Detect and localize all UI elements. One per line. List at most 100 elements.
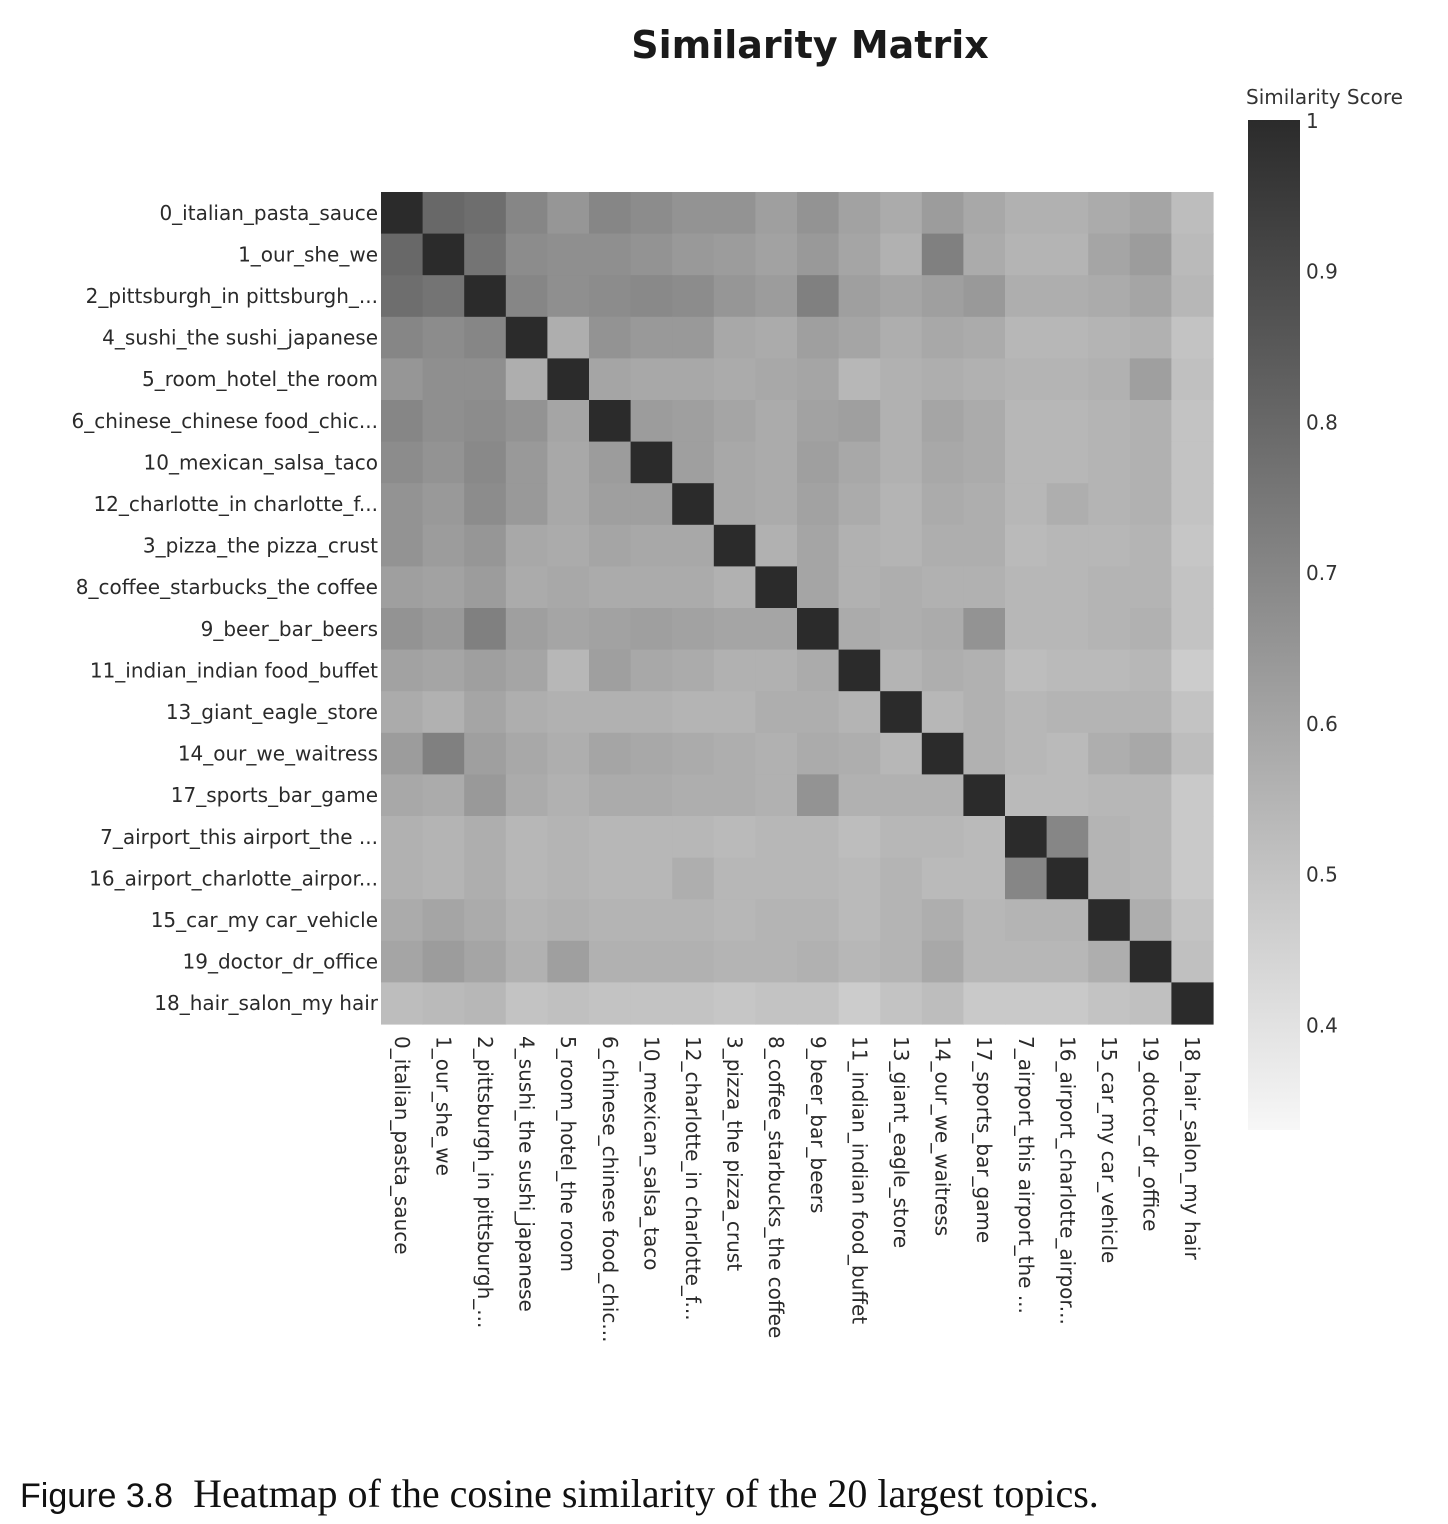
row-label: 3_pizza_the pizza_crust: [143, 534, 378, 558]
heatmap-cell: [464, 275, 507, 318]
heatmap-cell: [880, 358, 923, 401]
heatmap-cell: [464, 400, 507, 443]
heatmap-cell: [630, 358, 673, 401]
heatmap-cell: [1129, 691, 1172, 734]
heatmap-cell: [589, 275, 632, 318]
heatmap-cell: [630, 732, 673, 775]
heatmap-cell: [1088, 358, 1131, 401]
heatmap-cell: [1005, 316, 1048, 359]
heatmap-cell: [1171, 940, 1214, 983]
heatmap-cell: [672, 899, 715, 942]
heatmap-cell: [880, 608, 923, 651]
heatmap-cell: [381, 524, 424, 567]
heatmap-cell: [797, 816, 840, 859]
column-label: 10_mexican_salsa_taco: [639, 1036, 663, 1270]
heatmap-cell: [963, 316, 1006, 359]
heatmap-cell: [1088, 566, 1131, 609]
heatmap-cell: [921, 483, 964, 526]
heatmap-cell: [589, 358, 632, 401]
heatmap-cell: [630, 275, 673, 318]
heatmap-cell: [838, 940, 881, 983]
heatmap-cell: [547, 857, 590, 900]
heatmap-cell: [797, 691, 840, 734]
heatmap-cell: [589, 316, 632, 359]
heatmap-cell: [1171, 649, 1214, 692]
heatmap-cell: [838, 192, 881, 235]
heatmap-cell: [838, 857, 881, 900]
heatmap-cell: [713, 649, 756, 692]
heatmap-cell: [381, 400, 424, 443]
heatmap-cell: [838, 566, 881, 609]
heatmap-cell: [1005, 940, 1048, 983]
heatmap-cell: [589, 483, 632, 526]
heatmap-cell: [1171, 358, 1214, 401]
heatmap-cell: [1129, 774, 1172, 817]
heatmap-cell: [1088, 691, 1131, 734]
heatmap-cell: [1046, 899, 1089, 942]
heatmap-cell: [547, 400, 590, 443]
heatmap-cell: [1129, 899, 1172, 942]
heatmap-cell: [589, 732, 632, 775]
heatmap-cell: [1129, 816, 1172, 859]
heatmap-cell: [1046, 608, 1089, 651]
heatmap-cell: [755, 524, 798, 567]
heatmap-cell: [630, 524, 673, 567]
heatmap-cell: [1005, 691, 1048, 734]
heatmap-cell: [1005, 192, 1048, 235]
heatmap-cell: [672, 316, 715, 359]
heatmap-cell: [963, 940, 1006, 983]
heatmap-cell: [713, 316, 756, 359]
heatmap-cell: [1129, 316, 1172, 359]
heatmap-cell: [630, 940, 673, 983]
heatmap-cell: [1088, 483, 1131, 526]
heatmap-cell: [672, 857, 715, 900]
heatmap-cell: [1088, 400, 1131, 443]
heatmap-cell: [547, 233, 590, 276]
heatmap-cell: [963, 982, 1006, 1025]
heatmap-cell: [921, 233, 964, 276]
heatmap-cell: [1088, 940, 1131, 983]
heatmap-cell: [921, 316, 964, 359]
heatmap-cell: [1171, 483, 1214, 526]
heatmap-cell: [1046, 649, 1089, 692]
heatmap-cell: [713, 192, 756, 235]
column-label: 14_our_we_waitress: [931, 1036, 955, 1236]
similarity-heatmap: Similarity Matrix 0_italian_pasta_sauce 1…: [72, 23, 1403, 1342]
column-label: 2_pittsburgh_in pittsburgh_...: [473, 1036, 497, 1328]
heatmap-cell: [921, 940, 964, 983]
heatmap-cell: [1129, 441, 1172, 484]
column-label: 4_sushi_the sushi_japanese: [515, 1036, 539, 1312]
heatmap-cell: [630, 400, 673, 443]
heatmap-cell: [1005, 816, 1048, 859]
heatmap-cell: [464, 732, 507, 775]
heatmap-cell: [1005, 400, 1048, 443]
heatmap-cell: [505, 233, 548, 276]
heatmap-cell: [880, 774, 923, 817]
row-label: 14_our_we_waitress: [178, 742, 378, 766]
heatmap-cell: [1088, 732, 1131, 775]
heatmap-cell: [547, 524, 590, 567]
heatmap-cell: [797, 192, 840, 235]
heatmap-cell: [963, 566, 1006, 609]
heatmap-cell: [963, 358, 1006, 401]
heatmap-cell: [1088, 857, 1131, 900]
row-labels: 0_italian_pasta_sauce 1_our_she_we 2_pitts…: [72, 201, 379, 1015]
heatmap-cell: [1005, 233, 1048, 276]
heatmap-cell: [713, 233, 756, 276]
colorbar-ticks: 1 0.9 0.8 0.7 0.6 0.5 0.4: [1306, 109, 1338, 1037]
heatmap-cell: [838, 732, 881, 775]
heatmap-cell: [713, 275, 756, 318]
heatmap-cell: [880, 192, 923, 235]
heatmap-cell: [963, 441, 1006, 484]
heatmap-cell: [1129, 358, 1172, 401]
heatmap-cell: [422, 275, 465, 318]
heatmap-cell: [838, 483, 881, 526]
heatmap-cell: [755, 774, 798, 817]
heatmap-cell: [547, 275, 590, 318]
colorbar-tick-label: 0.9: [1306, 260, 1338, 284]
heatmap-cell: [505, 275, 548, 318]
heatmap-cell: [381, 233, 424, 276]
heatmap-cell: [630, 233, 673, 276]
heatmap-cell: [672, 649, 715, 692]
heatmap-cell: [672, 816, 715, 859]
